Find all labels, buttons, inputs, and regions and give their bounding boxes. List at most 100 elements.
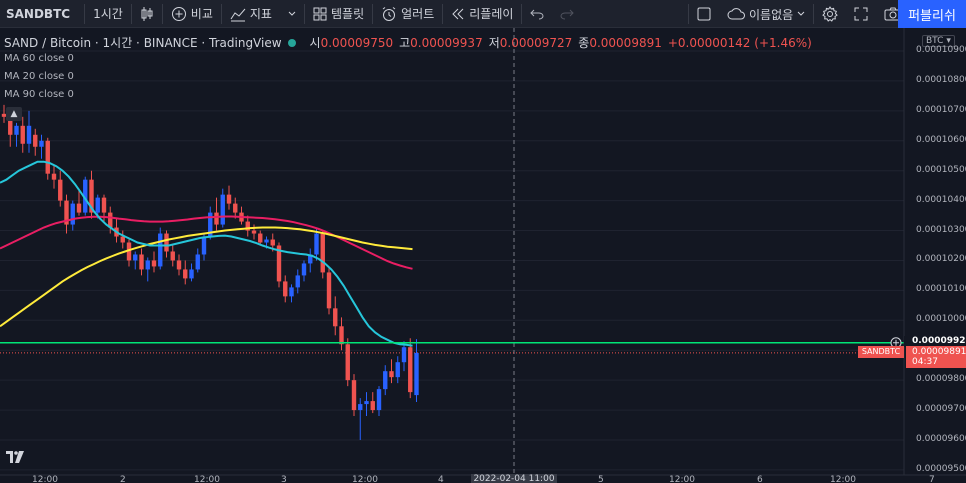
toolbar-divider (442, 3, 444, 24)
legend-collapse-button[interactable]: ▲ (6, 107, 22, 121)
candles-icon (140, 6, 154, 22)
templates-label: 템플릿 (330, 7, 365, 21)
undo-icon (530, 8, 544, 20)
grid-icon (313, 7, 327, 21)
close-value: 0.00009891 (589, 35, 662, 50)
candle (389, 371, 394, 378)
candle (51, 173, 57, 180)
candle (345, 344, 350, 381)
tradingview-logo[interactable] (6, 451, 24, 463)
candle (401, 347, 407, 363)
candle (70, 203, 75, 225)
chevron-up-icon: ▲ (10, 109, 18, 119)
high-label: 고 (399, 36, 411, 50)
replay-label: 리플레이 (469, 7, 514, 21)
layout-name-button[interactable]: 이름없음 (719, 0, 813, 28)
candle (414, 352, 419, 396)
price-tick-label: 0.00010400 (916, 194, 966, 205)
fullscreen-button[interactable] (846, 0, 876, 28)
candle (276, 245, 282, 282)
redo-icon (560, 8, 575, 20)
alerts-label: 얼러트 (401, 7, 435, 21)
gear-icon (822, 6, 838, 22)
ma90-legend[interactable]: MA 90 close 0 (4, 89, 74, 100)
publish-button[interactable]: 퍼블리쉬 (898, 0, 966, 28)
candle (201, 236, 207, 255)
templates-button[interactable]: 템플릿 (305, 0, 372, 28)
time-tick-label: 12:00 (32, 475, 58, 483)
price-tick-label: 0.00009700 (916, 404, 966, 415)
candle (101, 197, 107, 213)
compare-button[interactable]: 비교 (163, 0, 221, 28)
candle (139, 254, 144, 270)
candle (120, 236, 125, 243)
chart-type-button[interactable] (132, 0, 162, 28)
candle (26, 125, 32, 144)
candles (1, 104, 419, 440)
candle (233, 203, 238, 213)
alerts-button[interactable]: 얼러트 (373, 0, 442, 28)
ma60-line (0, 215, 413, 270)
close-label: 종 (578, 36, 590, 50)
undo-button[interactable] (522, 0, 552, 28)
currency-badge[interactable]: BTC ▾ (922, 35, 955, 47)
candle (164, 233, 169, 252)
candle (264, 239, 269, 243)
layout-name-label: 이름없음 (749, 7, 794, 22)
price-tick-label: 0.00009600 (916, 434, 966, 444)
plus-circle-icon (171, 6, 187, 22)
candle (108, 212, 113, 228)
candle (189, 269, 194, 279)
top-toolbar: SANDBTC 1시간 비교 지표 템플릿 얼러트 리플레이 (0, 0, 966, 28)
candle (89, 179, 94, 213)
candle (39, 140, 44, 147)
candle (333, 308, 338, 327)
candle (283, 281, 288, 297)
candle (1, 113, 7, 117)
settings-button[interactable] (814, 0, 846, 28)
cloud-icon (727, 7, 745, 21)
candle (226, 194, 232, 204)
candle (220, 194, 225, 225)
open-value: 0.00009750 (320, 35, 394, 50)
candle (320, 233, 325, 273)
candle (151, 260, 157, 267)
candle (301, 263, 307, 276)
series-title: SAND / Bitcoin · 1시간 · BINANCE · Trading… (4, 36, 282, 50)
hline-price-tag: 0.00009925 (904, 336, 966, 347)
candle (326, 272, 332, 309)
time-tick-label: 2 (120, 475, 126, 483)
candle (270, 239, 275, 246)
replay-button[interactable]: 리플레이 (443, 0, 521, 28)
chart-canvas[interactable] (0, 28, 966, 483)
candle (376, 389, 382, 411)
square-icon (697, 7, 711, 21)
indicators-button[interactable]: 지표 (222, 0, 280, 28)
price-tick-label: 0.00010900 (916, 45, 966, 55)
indicators-dropdown[interactable] (280, 0, 304, 28)
candle (214, 212, 219, 225)
open-label: 시 (309, 36, 321, 50)
toolbar-divider (220, 3, 222, 24)
price-tick-label: 0.00009500 (916, 463, 966, 474)
time-tick-label: 7 (929, 475, 935, 483)
candle (133, 254, 138, 261)
time-tick-label: 12:00 (194, 475, 220, 483)
currency-label: BTC (926, 36, 944, 46)
ma60-legend[interactable]: MA 60 close 0 (4, 53, 74, 64)
ma20-legend[interactable]: MA 20 close 0 (4, 71, 74, 82)
fullscreen-layout-button[interactable] (689, 0, 719, 28)
candle (8, 116, 13, 135)
low-value: 0.00009727 (499, 35, 573, 50)
redo-button[interactable] (552, 0, 582, 28)
interval-button[interactable]: 1시간 (85, 0, 131, 28)
high-value: 0.00009937 (410, 35, 483, 50)
candle (64, 200, 69, 225)
candle (76, 203, 82, 213)
candle (45, 140, 50, 174)
rewind-icon (451, 8, 465, 20)
chart-background (0, 28, 966, 483)
symbol-search-button[interactable]: SANDBTC (0, 0, 84, 28)
interval-label: 1시간 (93, 7, 123, 21)
candle (14, 125, 19, 135)
